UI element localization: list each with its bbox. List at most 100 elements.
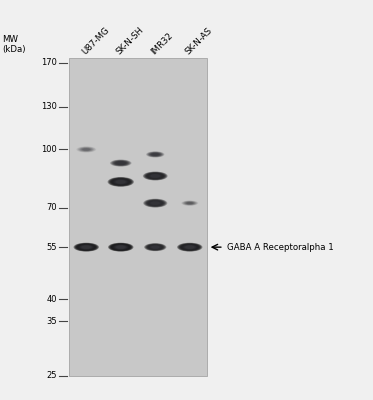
Ellipse shape (149, 245, 161, 249)
Ellipse shape (148, 200, 162, 206)
Ellipse shape (113, 244, 129, 250)
Ellipse shape (145, 199, 166, 207)
Ellipse shape (112, 178, 130, 185)
Ellipse shape (114, 161, 128, 165)
Ellipse shape (83, 148, 90, 150)
Ellipse shape (147, 152, 163, 157)
Ellipse shape (112, 244, 130, 250)
Ellipse shape (179, 243, 201, 251)
Ellipse shape (115, 245, 127, 249)
Ellipse shape (178, 243, 202, 251)
Ellipse shape (115, 180, 126, 184)
Text: 130: 130 (41, 102, 57, 111)
Ellipse shape (111, 160, 130, 166)
Ellipse shape (79, 244, 94, 250)
Ellipse shape (110, 160, 131, 166)
Ellipse shape (110, 243, 132, 251)
Ellipse shape (186, 202, 194, 204)
Ellipse shape (184, 245, 196, 249)
Ellipse shape (80, 148, 93, 152)
Text: 100: 100 (41, 145, 57, 154)
Ellipse shape (184, 201, 195, 205)
Ellipse shape (147, 244, 163, 250)
Ellipse shape (78, 147, 95, 152)
Ellipse shape (144, 172, 167, 180)
Ellipse shape (145, 244, 165, 251)
Ellipse shape (150, 245, 160, 249)
Ellipse shape (81, 148, 92, 151)
Ellipse shape (112, 179, 129, 185)
Ellipse shape (185, 202, 195, 205)
Ellipse shape (149, 245, 162, 250)
Ellipse shape (148, 174, 162, 178)
Ellipse shape (113, 160, 128, 166)
Ellipse shape (76, 244, 97, 251)
Ellipse shape (147, 244, 164, 250)
Ellipse shape (183, 201, 197, 205)
Ellipse shape (74, 243, 98, 251)
Ellipse shape (79, 147, 94, 152)
Ellipse shape (186, 202, 193, 204)
Ellipse shape (145, 243, 166, 251)
Ellipse shape (184, 201, 196, 205)
Ellipse shape (76, 244, 96, 250)
Ellipse shape (151, 246, 160, 249)
Ellipse shape (148, 173, 163, 179)
Text: 70: 70 (46, 203, 57, 212)
Ellipse shape (149, 152, 162, 157)
Ellipse shape (185, 245, 195, 249)
Ellipse shape (150, 201, 160, 205)
Ellipse shape (148, 152, 162, 157)
Ellipse shape (116, 180, 125, 184)
Ellipse shape (113, 179, 129, 185)
Ellipse shape (150, 153, 160, 156)
Ellipse shape (108, 177, 133, 186)
Text: 40: 40 (46, 295, 57, 304)
Ellipse shape (78, 244, 94, 250)
Ellipse shape (147, 200, 163, 206)
Ellipse shape (144, 243, 166, 251)
Text: 25: 25 (46, 372, 57, 380)
Ellipse shape (115, 161, 127, 165)
Text: U87-MG: U87-MG (80, 25, 111, 56)
Text: GABA A Receptoralpha 1: GABA A Receptoralpha 1 (227, 243, 333, 252)
Ellipse shape (81, 245, 91, 249)
Ellipse shape (111, 178, 131, 186)
Ellipse shape (146, 151, 164, 158)
Ellipse shape (144, 199, 167, 207)
Ellipse shape (80, 148, 92, 151)
Ellipse shape (143, 172, 168, 180)
Ellipse shape (147, 200, 164, 206)
Ellipse shape (147, 152, 164, 157)
Ellipse shape (177, 243, 203, 252)
Ellipse shape (146, 244, 164, 250)
Ellipse shape (181, 200, 198, 206)
Ellipse shape (149, 174, 161, 178)
Ellipse shape (82, 148, 91, 151)
Ellipse shape (144, 172, 166, 180)
Ellipse shape (75, 243, 97, 251)
Bar (69, 58, 207, 376)
Text: SK-N-SH: SK-N-SH (115, 25, 145, 56)
Ellipse shape (182, 244, 197, 250)
Ellipse shape (150, 152, 161, 156)
Ellipse shape (112, 160, 129, 166)
Ellipse shape (147, 173, 163, 179)
Ellipse shape (183, 201, 196, 205)
Ellipse shape (180, 244, 200, 250)
Ellipse shape (145, 172, 166, 180)
Ellipse shape (151, 174, 160, 178)
Text: 170: 170 (41, 58, 57, 67)
Text: IMR32: IMR32 (149, 30, 174, 56)
Ellipse shape (116, 245, 126, 249)
Ellipse shape (187, 202, 193, 204)
Ellipse shape (77, 244, 95, 250)
Ellipse shape (80, 245, 92, 249)
Text: 55: 55 (46, 243, 57, 252)
Ellipse shape (113, 244, 128, 250)
Ellipse shape (73, 243, 99, 252)
Text: MW
(kDa): MW (kDa) (2, 35, 25, 54)
Ellipse shape (79, 147, 93, 152)
Ellipse shape (179, 244, 200, 251)
Ellipse shape (110, 244, 131, 251)
